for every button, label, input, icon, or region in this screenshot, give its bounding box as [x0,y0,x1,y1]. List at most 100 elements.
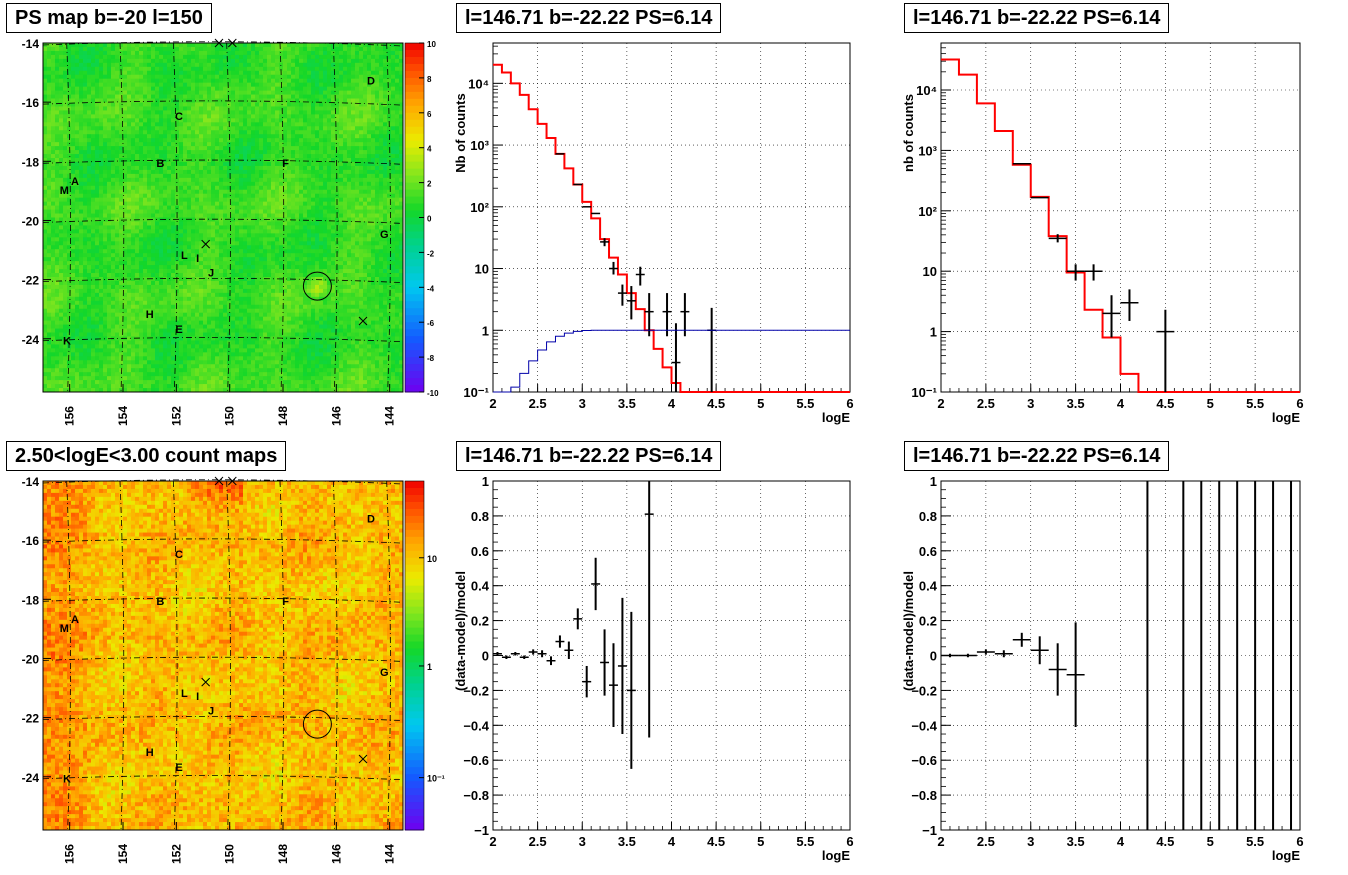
heatmap-cell [71,94,76,99]
heatmap-cell [71,78,76,84]
heatmap-cell [255,189,260,195]
heatmap-cell [167,213,172,218]
heatmap-cell [107,225,112,230]
heatmap-cell [211,90,216,95]
heatmap-cell [263,261,268,266]
heatmap-cell [87,46,92,52]
heatmap-cell [135,43,140,48]
heatmap-cell [263,380,268,385]
heatmap-cell [75,205,80,210]
heatmap-cell [199,269,204,274]
heatmap-cell [55,225,60,230]
heatmap-cell [87,233,92,238]
heatmap-cell [211,146,216,151]
heatmap-cell [195,360,200,365]
heatmap-cell [63,324,68,329]
heatmap-cell [51,352,56,357]
heatmap-cell [75,388,80,393]
heatmap-cell [59,165,64,171]
heatmap-cell [119,158,124,163]
heatmap-cell [191,249,196,254]
heatmap-cell [143,209,148,214]
heatmap-cell [187,304,192,310]
heatmap-cell [47,50,52,56]
heatmap-cell [111,146,116,151]
heatmap-cell [115,284,120,290]
heatmap-cell [183,138,188,143]
heatmap-cell [231,245,236,250]
heatmap-cell [247,336,252,341]
heatmap-cell [75,352,80,357]
heatmap-cell [235,189,240,195]
heatmap-cell [231,284,236,290]
heatmap-cell [75,66,80,72]
heatmap-cell [203,384,208,389]
heatmap-cell [135,126,140,131]
heatmap-cell [155,118,160,123]
heatmap-cell [243,328,248,333]
heatmap-cell [163,388,168,393]
heatmap-cell [79,284,84,290]
heatmap-cell [167,130,172,135]
heatmap-cell [67,233,72,238]
heatmap-cell [231,332,236,337]
heatmap-cell [127,348,132,353]
heatmap-cell [51,261,56,266]
heatmap-cell [79,253,84,258]
heatmap-cell [87,229,92,234]
heatmap-cell [91,118,96,123]
heatmap-cell [83,348,88,353]
heatmap-cell [87,58,92,64]
heatmap-cell [103,269,108,274]
heatmap-cell [247,142,252,147]
heatmap-cell [171,161,176,167]
heatmap-cell [103,332,108,337]
heatmap-cell [259,142,264,147]
heatmap-cell [103,308,108,314]
heatmap-cell [151,201,156,207]
heatmap-cell [179,292,184,298]
heatmap-cell [155,197,160,203]
heatmap-cell [127,316,132,322]
heatmap-cell [211,197,216,203]
heatmap-cell [235,213,240,218]
heatmap-cell [179,280,184,286]
heatmap-cell [195,241,200,246]
heatmap-cell [239,169,244,175]
heatmap-cell [231,138,236,143]
heatmap-cell [195,169,200,175]
heatmap-cell [135,213,140,218]
heatmap-cell [159,344,164,349]
heatmap-cell [107,181,112,187]
heatmap-cell [211,312,216,318]
heatmap-cell [251,209,256,214]
heatmap-cell [107,173,112,179]
heatmap-cell [99,177,104,183]
heatmap-cell [187,300,192,306]
heatmap-cell [159,82,164,88]
heatmap-cell [67,296,72,302]
heatmap-cell [59,201,64,207]
heatmap-cell [267,308,272,314]
heatmap-cell [127,154,132,159]
heatmap-cell [59,189,64,195]
heatmap-cell [183,288,188,294]
heatmap-cell [99,388,104,393]
heatmap-cell [63,388,68,393]
heatmap-cell [219,332,224,337]
heatmap-cell [147,94,152,99]
heatmap-cell [175,43,180,48]
heatmap-cell [255,332,260,337]
heatmap-cell [131,62,136,68]
heatmap-cell [239,352,244,357]
heatmap-cell [119,46,124,52]
heatmap-cell [251,368,256,373]
heatmap-cell [127,146,132,151]
heatmap-cell [163,221,168,226]
heatmap-cell [91,130,96,135]
heatmap-cell [135,142,140,147]
heatmap-cell [231,384,236,389]
heatmap-cell [47,221,52,226]
heatmap-cell [67,257,72,262]
heatmap-cell [67,209,72,214]
